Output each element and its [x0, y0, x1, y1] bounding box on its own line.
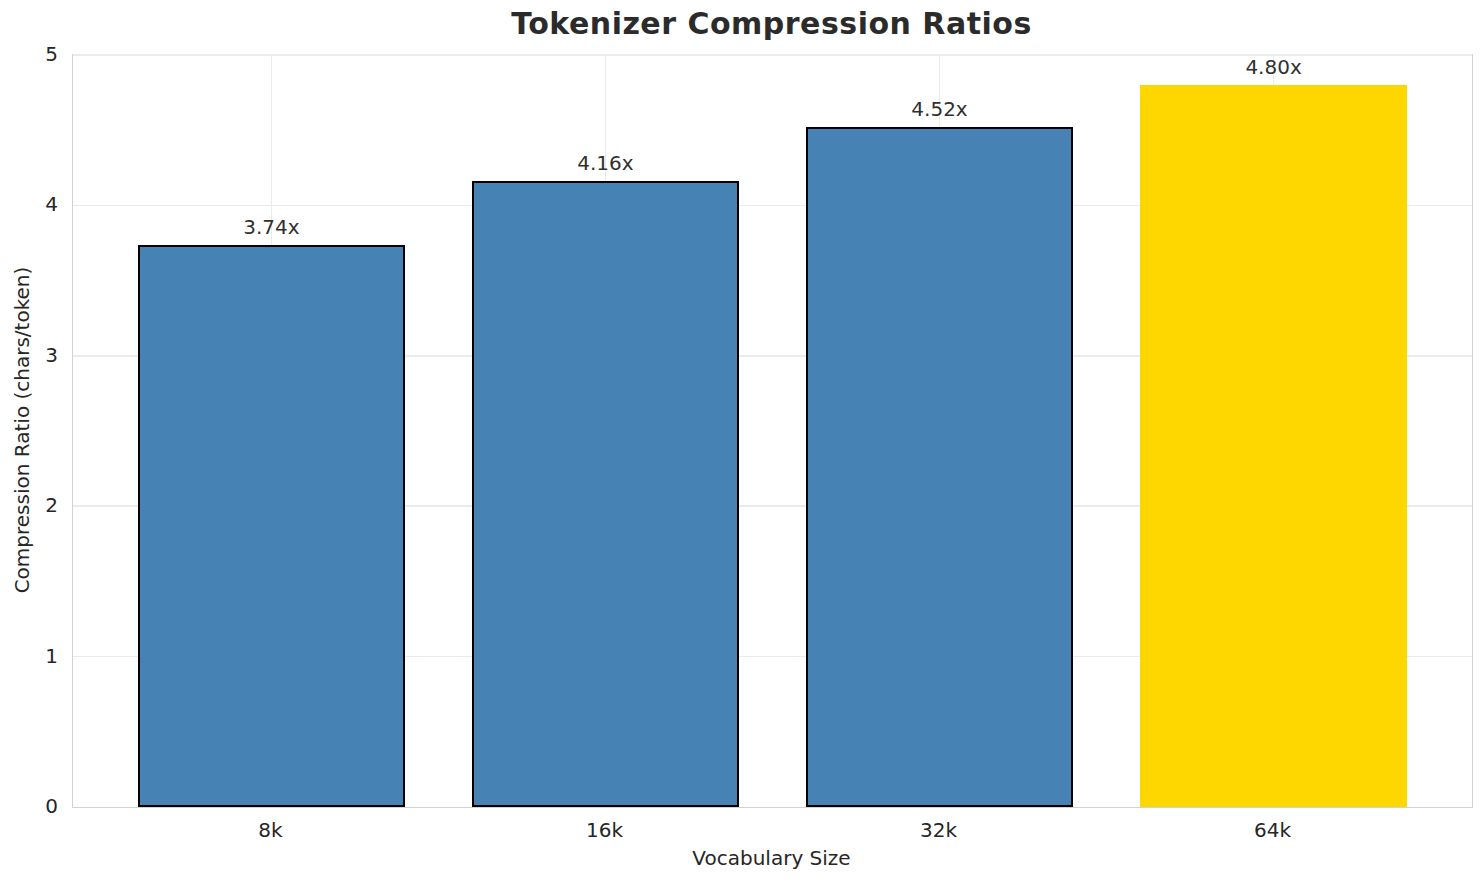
y-tick-label: 0	[0, 794, 58, 818]
y-tick-label: 2	[0, 493, 58, 517]
y-tick-label: 3	[0, 342, 58, 366]
bar-value-label: 4.16x	[505, 151, 705, 175]
y-tick-label: 1	[0, 643, 58, 667]
y-tick-label: 4	[0, 192, 58, 216]
bar-value-label: 3.74x	[171, 215, 371, 239]
bar-value-label: 4.80x	[1174, 55, 1374, 79]
x-tick-label: 64k	[1173, 818, 1373, 842]
bar-32k	[806, 127, 1073, 807]
x-tick-label: 8k	[170, 818, 370, 842]
y-tick-label: 5	[0, 42, 58, 66]
x-tick-label: 16k	[504, 818, 704, 842]
x-tick-label: 32k	[839, 818, 1039, 842]
bar-8k	[138, 245, 405, 807]
bar-64k	[1140, 85, 1407, 807]
chart-title: Tokenizer Compression Ratios	[72, 6, 1471, 41]
x-axis-title: Vocabulary Size	[72, 846, 1471, 870]
y-axis-title: Compression Ratio (chars/token)	[10, 267, 34, 594]
bar-16k	[472, 181, 739, 807]
chart-figure: Tokenizer Compression Ratios Compression…	[0, 0, 1483, 885]
bar-value-label: 4.52x	[840, 97, 1040, 121]
plot-area: 3.74x 4.16x 4.52x 4.80x	[72, 54, 1473, 808]
